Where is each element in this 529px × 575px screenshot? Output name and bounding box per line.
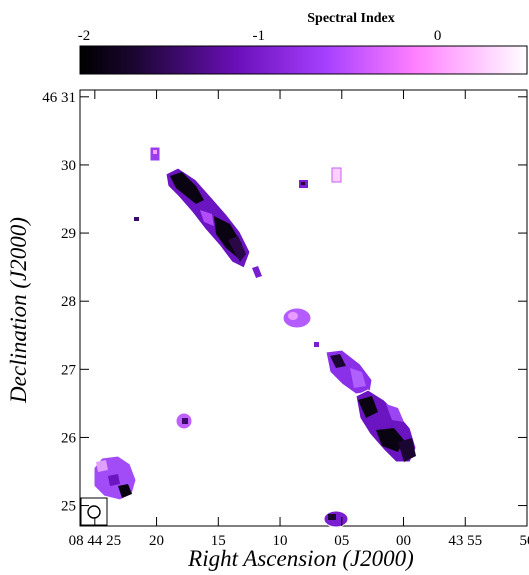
x-tick-label: 50 <box>520 533 529 549</box>
y-tick-label: 25 <box>61 499 76 515</box>
colorbar: Spectral Index -2 -1 0 <box>78 11 528 75</box>
x-tick-label: 05 <box>334 533 349 549</box>
colorbar-tick-label: -1 <box>253 28 266 44</box>
y-axis: 46 31 30 29 28 27 26 25 <box>42 90 527 515</box>
x-tick-label: 43 55 <box>448 533 482 549</box>
x-axis-label: Right Ascension (J2000) <box>187 546 414 571</box>
x-axis: 08 44 25 20 15 10 05 00 43 55 50 <box>69 90 529 549</box>
sw-blob-region <box>93 455 137 501</box>
beam-icon <box>80 497 108 526</box>
colorbar-tick-label: -2 <box>78 28 91 44</box>
n-knot-3-region <box>331 167 342 183</box>
x-tick-label: 10 <box>273 533 288 549</box>
y-tick-label: 30 <box>61 158 76 174</box>
colorbar-tick-label: 0 <box>434 28 442 44</box>
tiny-speck <box>134 217 139 221</box>
y-tick-label: 46 31 <box>42 90 76 106</box>
nw-jet-region <box>165 167 262 278</box>
y-tick-label: 29 <box>61 226 76 242</box>
x-tick-label: 20 <box>149 533 164 549</box>
colorbar-gradient <box>79 45 528 75</box>
y-axis-label: Declination (J2000) <box>6 217 31 404</box>
x-tick-label: 08 44 25 <box>69 533 122 549</box>
colorbar-title: Spectral Index <box>307 11 395 26</box>
map-frame <box>79 89 528 527</box>
y-tick-label: 27 <box>61 362 77 378</box>
x-tick-label: 00 <box>396 533 411 549</box>
emission-regions <box>93 146 417 528</box>
y-tick-label: 28 <box>61 294 76 310</box>
se-jet-region <box>325 349 417 463</box>
x-tick-label: 15 <box>211 533 226 549</box>
y-tick-label: 26 <box>61 430 77 446</box>
